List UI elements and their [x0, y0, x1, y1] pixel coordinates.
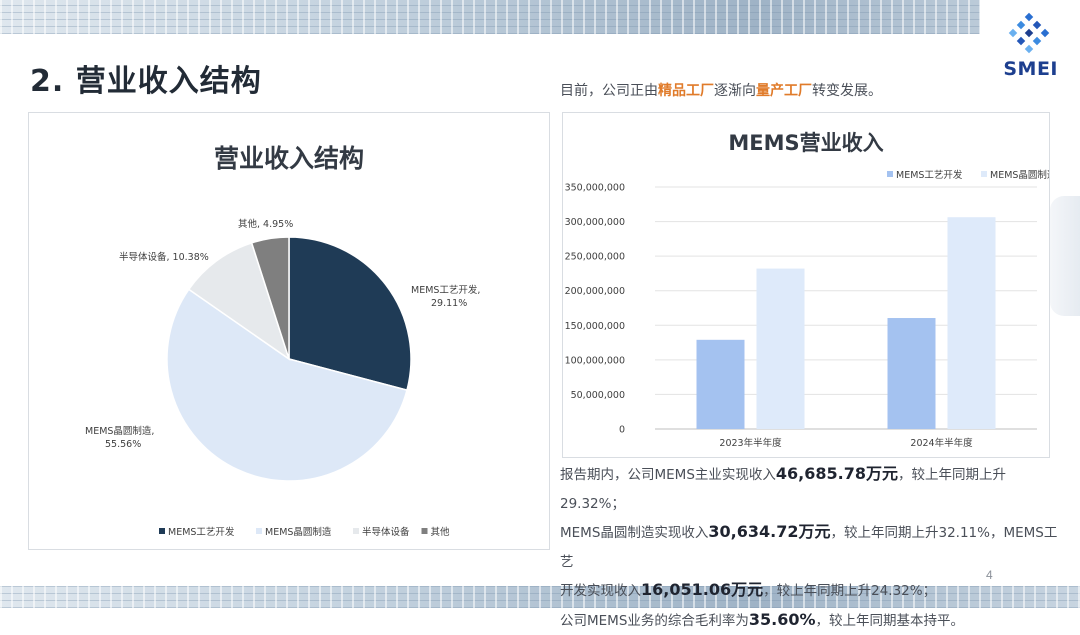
- subtitle-highlight: 量产工厂: [756, 83, 812, 99]
- y-tick-label: 0: [619, 425, 625, 436]
- page-title: 2. 营业收入结构: [30, 56, 262, 100]
- y-tick-label: 150,000,000: [565, 321, 625, 332]
- subtitle-part: 转变发展。: [812, 83, 882, 99]
- legend-swatch: [353, 528, 359, 534]
- legend-label: 半导体设备: [362, 526, 410, 538]
- description: 报告期内，公司MEMS主业实现收入46,685.78万元，较上年同期上升29.3…: [560, 460, 1060, 635]
- pie-data-label: 55.56%: [105, 439, 141, 450]
- desc-line: MEMS晶圆制造实现收入30,634.72万元，较上年同期上升32.11%，ME…: [560, 518, 1060, 576]
- x-tick-label: 2024年半年度: [910, 437, 973, 449]
- desc-text: ，较上年同期基本持平。: [816, 613, 965, 629]
- desc-line: 报告期内，公司MEMS主业实现收入46,685.78万元，较上年同期上升29.3…: [560, 460, 1060, 518]
- pie-data-label: 半导体设备, 10.38%: [119, 251, 209, 263]
- subtitle-highlight: 精品工厂: [658, 83, 714, 99]
- desc-line: 公司MEMS业务的综合毛利率为35.60%，较上年同期基本持平。: [560, 606, 1060, 635]
- desc-text: 报告期内，公司MEMS主业实现收入: [560, 467, 776, 483]
- desc-text: ，较上年同期上升24.32%；: [763, 583, 936, 599]
- legend-swatch: [256, 528, 262, 534]
- bar: [697, 340, 745, 429]
- legend-swatch: [422, 528, 428, 534]
- subtitle-part: 逐渐向: [714, 83, 756, 99]
- legend-label: 其他: [431, 526, 451, 538]
- subtitle: 目前，公司正由精品工厂逐渐向量产工厂转变发展。: [560, 80, 882, 100]
- y-tick-label: 250,000,000: [565, 252, 625, 263]
- y-tick-label: 300,000,000: [565, 217, 625, 228]
- desc-line: 开发实现收入16,051.06万元，较上年同期上升24.32%；: [560, 576, 1060, 606]
- logo: SMEI: [980, 0, 1080, 86]
- pie-chart-panel: 营业收入结构 MEMS工艺开发,29.11%MEMS晶圆制造,55.56%半导体…: [28, 112, 550, 550]
- pie-data-label: MEMS工艺开发,: [411, 284, 480, 296]
- legend-label: MEMS工艺开发: [168, 526, 235, 538]
- subtitle-part: 目前，公司正由: [560, 83, 658, 99]
- legend-swatch: [981, 171, 987, 177]
- pie-data-label: 其他, 4.95%: [238, 218, 293, 230]
- y-tick-label: 350,000,000: [565, 183, 625, 194]
- desc-value: 16,051.06万元: [641, 580, 763, 599]
- pie-chart: MEMS工艺开发, 29.11% MEMS晶圆制造, 55.56% 半导体设备, 10.…: [29, 113, 549, 549]
- top-decor-band: [0, 0, 1080, 34]
- desc-value: 46,685.78万元: [776, 464, 898, 483]
- side-decor-shape: [1050, 196, 1080, 316]
- y-tick-label: 50,000,000: [571, 390, 625, 401]
- desc-value: 30,634.72万元: [708, 522, 830, 541]
- bar: [948, 217, 996, 429]
- y-tick-label: 200,000,000: [565, 286, 625, 297]
- pie-data-label: 29.11%: [431, 298, 467, 309]
- legend-label: MEMS晶圆制造: [265, 526, 332, 538]
- logo-mark-icon: [980, 0, 1080, 60]
- bar: [757, 269, 805, 429]
- desc-text: 开发实现收入: [560, 583, 641, 599]
- bar-chart: 0 50,000,000 100,000,000 150,000,000 200,000…: [563, 113, 1049, 457]
- legend-swatch: [887, 171, 893, 177]
- x-tick-label: 2023年半年度: [719, 437, 782, 449]
- pie-data-label: MEMS晶圆制造,: [85, 425, 154, 437]
- bar: [888, 318, 936, 429]
- legend-swatch: [159, 528, 165, 534]
- desc-text: MEMS晶圆制造实现收入: [560, 525, 708, 541]
- desc-text: 公司MEMS业务的综合毛利率为: [560, 613, 749, 629]
- y-tick-label: 100,000,000: [565, 355, 625, 366]
- page-number: 4: [986, 568, 993, 582]
- desc-value: 35.60%: [749, 610, 816, 629]
- legend-label: MEMS晶圆制造: [990, 169, 1049, 181]
- logo-text: SMEI: [1003, 58, 1058, 80]
- legend-label: MEMS工艺开发: [896, 169, 963, 181]
